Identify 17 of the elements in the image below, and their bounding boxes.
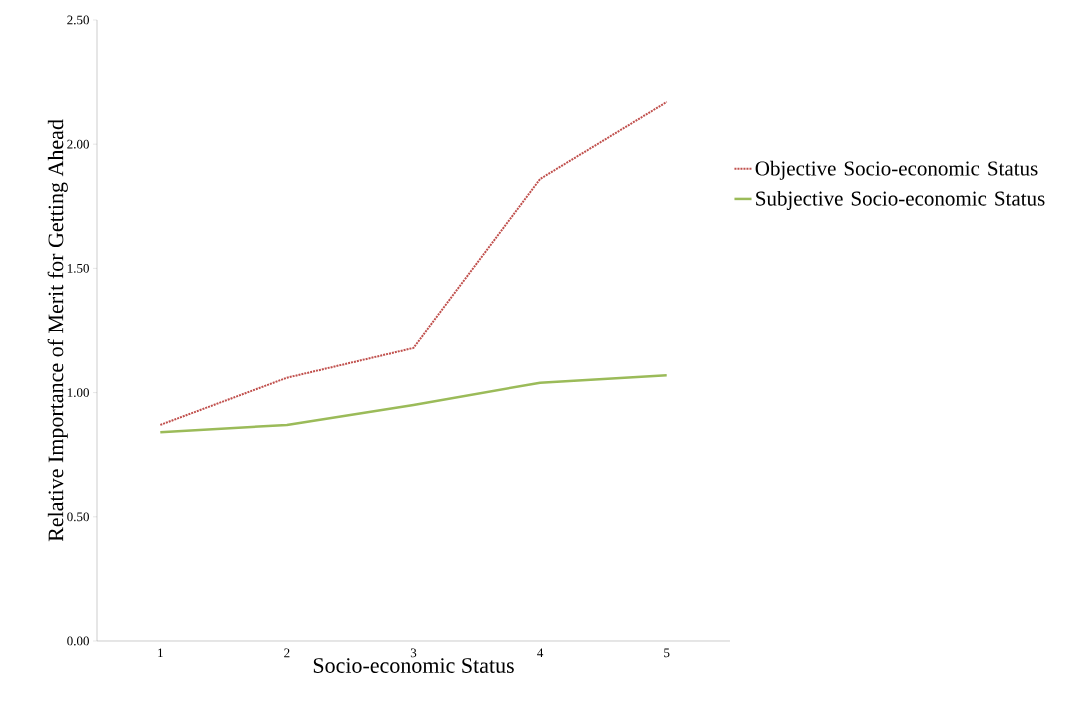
x-tick-label: 1: [158, 648, 163, 658]
y-tick-label: 2.50: [67, 15, 89, 25]
legend-label: Subjective Socio-economic Status: [756, 190, 1045, 210]
y-tick-label: 1.00: [67, 388, 89, 398]
y-tick-label: 0.50: [67, 512, 89, 522]
y-tick-label: 2.00: [67, 139, 89, 149]
x-tick-label: 2: [284, 648, 290, 658]
x-tick-label: 5: [664, 648, 670, 658]
y-axis-title: Relative Importance of Merit for Getting Ahead: [47, 119, 68, 542]
line-series: [159, 100, 668, 426]
line-series: [159, 373, 668, 434]
legend-label: Objective Socio-economic Status: [755, 160, 1038, 180]
x-tick-label: 3: [410, 648, 417, 658]
y-tick-label: 1.50: [67, 263, 89, 273]
x-axis-title: Socio-economic Status: [313, 658, 514, 673]
y-tick-label: 0.00: [67, 636, 89, 646]
x-tick-label: 4: [537, 648, 544, 658]
